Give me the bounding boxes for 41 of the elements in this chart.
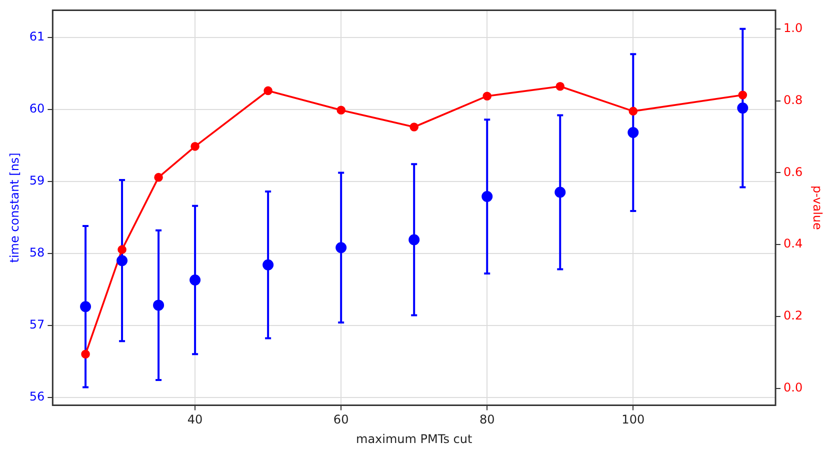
y2-tick-label: 0.8 <box>784 92 803 107</box>
point <box>737 102 748 114</box>
y-axis-title: time constant [ns] <box>7 152 22 263</box>
y-tick-label: 60 <box>29 102 45 116</box>
point <box>336 106 346 115</box>
y2-tick-label: 0.6 <box>784 164 803 179</box>
y-tick-label: 56 <box>29 389 45 404</box>
point <box>554 186 566 198</box>
y-tick-label: 61 <box>29 30 45 44</box>
y2-tick-label: 0.4 <box>784 236 803 251</box>
point <box>262 259 274 270</box>
point <box>628 127 639 138</box>
y-tick-label: 58 <box>29 246 45 260</box>
point <box>264 86 272 96</box>
point <box>628 106 638 116</box>
point <box>482 191 493 202</box>
point <box>190 274 201 286</box>
point <box>118 245 126 254</box>
x-tick-label: 40 <box>187 412 203 427</box>
x-tick-label: 80 <box>479 412 495 427</box>
y2-axis-title: p-value <box>810 185 825 230</box>
point <box>190 142 200 151</box>
x-axis-title: maximum PMTs cut <box>356 432 472 446</box>
point <box>80 301 92 312</box>
x-tick-label: 60 <box>333 412 349 427</box>
point <box>482 92 492 100</box>
point <box>81 350 90 359</box>
y2-tick-label: 1.0 <box>784 21 803 36</box>
y-tick-label: 59 <box>29 174 45 188</box>
point <box>556 82 565 91</box>
y2-tick-label: 0.0 <box>784 380 803 394</box>
x-tick-label: 100 <box>622 412 645 427</box>
point <box>154 172 163 182</box>
point <box>410 122 418 132</box>
y2-tick-label: 0.2 <box>784 308 803 323</box>
point <box>738 90 748 100</box>
point <box>336 242 347 254</box>
point <box>116 255 128 266</box>
point <box>408 234 420 246</box>
point <box>153 300 164 311</box>
y-tick-label: 57 <box>29 317 45 332</box>
